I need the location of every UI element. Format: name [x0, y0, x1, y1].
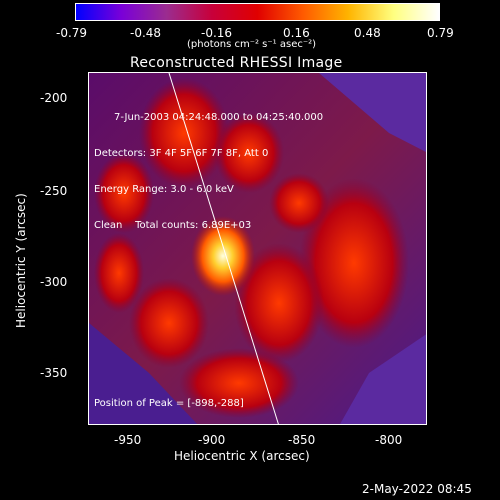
x-axis-title: Heliocentric X (arcsec) — [174, 449, 310, 463]
info-time-range: 7-Jun-2003 04:24:48.000 to 04:25:40.000 — [114, 112, 324, 123]
emission-blob — [179, 348, 299, 418]
lower-right-region — [340, 334, 426, 424]
generation-timestamp: 2-May-2022 08:45 — [362, 482, 472, 496]
info-energy-range: Energy Range: 3.0 - 6.0 keV — [94, 184, 234, 195]
colorbar-tick: 0.79 — [427, 26, 454, 40]
y-axis-title: Heliocentric Y (arcsec) — [14, 193, 28, 328]
emission-blob — [94, 233, 144, 313]
solar-limb-line — [168, 73, 279, 424]
y-tick-label: -350 — [40, 366, 68, 380]
emission-blob — [94, 153, 154, 233]
observation-info: 7-Jun-2003 04:24:48.000 to 04:25:40.000 … — [94, 88, 323, 244]
peak-position-label: Position of Peak = [-898,-288] — [94, 398, 244, 409]
x-tick-label: -800 — [375, 433, 403, 447]
colorbar — [75, 3, 440, 21]
colorbar-tick: -0.79 — [56, 26, 88, 40]
upper-right-region — [319, 73, 426, 152]
info-clean-counts: Clean Total counts: 6.89E+03 — [94, 220, 252, 231]
emission-blob — [269, 173, 329, 233]
lower-left-region — [89, 323, 198, 424]
emission-blob — [234, 243, 324, 363]
y-tick-label: -300 — [40, 275, 68, 289]
emission-blob — [139, 78, 229, 188]
emission-blob — [129, 278, 209, 368]
x-tick-label: -900 — [198, 433, 226, 447]
colorbar-units: (photons cm⁻² s⁻¹ asec⁻²) — [187, 39, 317, 50]
colorbar-gradient — [76, 4, 439, 20]
x-tick-label: -950 — [114, 433, 142, 447]
colorbar-tick: 0.16 — [283, 26, 310, 40]
image-plot — [88, 72, 427, 425]
colorbar-tick: -0.48 — [130, 26, 162, 40]
x-tick-label: -850 — [288, 433, 316, 447]
info-detectors: Detectors: 3F 4F 5F 6F 7F 8F, Att 0 — [94, 148, 269, 159]
rhessi-image — [89, 73, 426, 424]
y-tick-label: -200 — [40, 91, 68, 105]
emission-peak — [191, 216, 255, 296]
emission-blob — [299, 178, 409, 348]
colorbar-tick: -0.16 — [201, 26, 233, 40]
plot-title: Reconstructed RHESSI Image — [130, 55, 343, 71]
y-tick-label: -250 — [40, 184, 68, 198]
emission-blob — [214, 113, 284, 193]
colorbar-tick: 0.48 — [354, 26, 381, 40]
